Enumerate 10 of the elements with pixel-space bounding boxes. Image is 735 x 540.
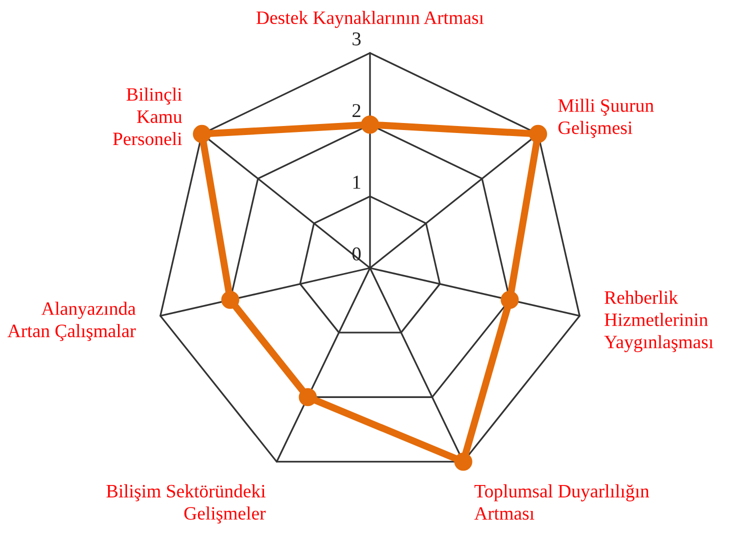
y-tick-label: 1 <box>353 176 360 189</box>
spoke-label: Bilinçli Kamu Personeli <box>113 88 182 146</box>
spoke-label: Milli Şuurun Gelişmesi <box>558 98 654 138</box>
spoke-label: Bilişim Sektöründeki Gelişmeler <box>106 484 266 524</box>
y-tick-label: 3 <box>352 32 361 46</box>
spoke-label: Toplumsal Duyarlılığın Artması <box>474 484 650 520</box>
spoke-label: Destek Kaynaklarının Artması <box>256 10 484 28</box>
spoke-label: Alanyazında Artan Çalışmalar <box>8 302 136 342</box>
y-tick-label: 2 <box>352 104 360 117</box>
spoke-label: Rehberlik Hizmetlerinin Yaygınlaşması <box>604 290 714 352</box>
